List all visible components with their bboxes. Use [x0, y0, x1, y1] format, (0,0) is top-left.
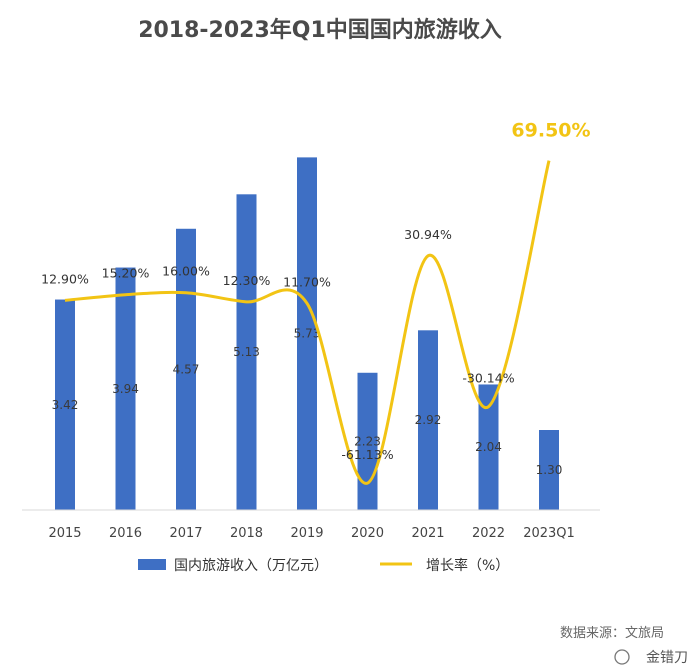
x-tick-2018: 2018: [230, 526, 263, 541]
rate-label-2021: 30.94%: [404, 227, 452, 242]
rate-label-2022: -30.14%: [462, 371, 514, 386]
legend-bar-label: 国内旅游收入（万亿元）: [174, 558, 328, 574]
chart-title: 2018-2023年Q1中国国内旅游收入: [138, 17, 502, 43]
growth-rate-line: [64, 160, 551, 485]
weibo-icon: [614, 649, 630, 665]
rate-label-2017: 16.00%: [162, 264, 210, 279]
x-ticks-group: 2015 2016 2017 2018 2019 2020 2021 2022 2023Q1: [48, 526, 574, 541]
legend-line-label: 增长率（%）: [426, 557, 509, 574]
rate-labels-group: 12.90% 15.20% 16.00% 12.30% 11.70% -61.13% 30.…: [41, 120, 590, 462]
bar-2017: [176, 228, 196, 510]
bar-2022: [478, 384, 499, 510]
bar-2016: [115, 267, 136, 510]
x-tick-2016: 2016: [109, 526, 142, 541]
bar-2023Q1: [539, 430, 559, 510]
bar-value-label-2023Q1: 1.30: [536, 463, 563, 477]
watermark: 金错刀: [614, 649, 688, 666]
x-tick-2017: 2017: [169, 526, 202, 541]
x-tick-2019: 2019: [290, 526, 323, 541]
rate-label-2020: -61.13%: [341, 447, 393, 462]
legend-bar-swatch: [138, 559, 166, 570]
rate-label-2018: 12.30%: [223, 273, 271, 288]
bar-2019: [297, 157, 317, 510]
rate-label-2016: 15.20%: [102, 266, 150, 281]
bar-value-label-2015: 3.42: [52, 398, 79, 412]
bar-2021: [418, 330, 438, 510]
x-tick-2020: 2020: [351, 526, 384, 541]
bars-group: [55, 157, 559, 511]
rate-label-2015: 12.90%: [41, 271, 89, 286]
x-tick-2015: 2015: [48, 526, 81, 541]
bar-value-label-2021: 2.92: [415, 413, 442, 427]
x-tick-2021: 2021: [411, 526, 444, 541]
bar-value-label-2017: 4.57: [173, 362, 200, 376]
bar-2018: [236, 194, 257, 511]
rate-label-2019: 11.70%: [283, 274, 331, 289]
bar-value-label-2020: 2.23: [354, 434, 381, 448]
watermark-text: 金错刀: [646, 650, 688, 666]
rate-label-2023Q1: 69.50%: [511, 120, 590, 142]
legend: 国内旅游收入（万亿元） 增长率（%）: [138, 557, 509, 574]
bar-value-label-2019: 5.73: [294, 327, 321, 341]
source-note: 数据来源：文旅局: [560, 626, 664, 641]
bar-2015: [55, 299, 75, 510]
x-tick-2023Q1: 2023Q1: [523, 526, 575, 541]
bar-labels-group: 3.42 3.94 4.57 5.13 5.73 2.23 2.92 2.04 1.30: [52, 327, 563, 477]
x-tick-2022: 2022: [472, 526, 505, 541]
bar-value-label-2022: 2.04: [475, 440, 502, 454]
bar-value-label-2018: 5.13: [233, 345, 260, 359]
bar-value-label-2016: 3.94: [112, 382, 139, 396]
